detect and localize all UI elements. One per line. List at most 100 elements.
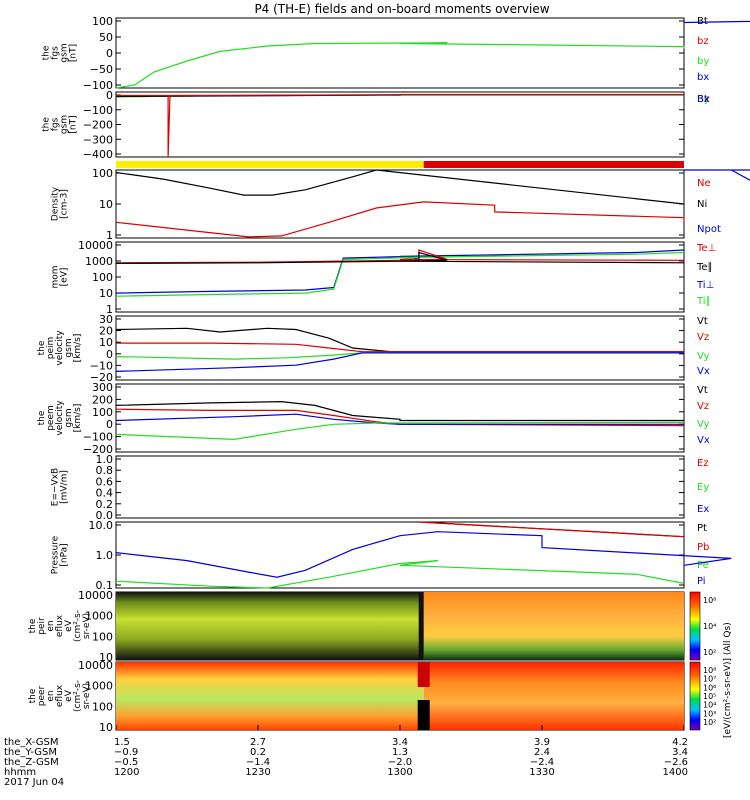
y-axis-label: peem [46, 405, 56, 431]
panel-9: 10000 1000 100 10 the peir en eflux eV (cm²-s-sr-… [28, 589, 716, 664]
y-tick-label: 1.0 [96, 453, 114, 466]
legend-label: Vt [697, 385, 708, 396]
legend-label: Bt [697, 94, 708, 105]
y-tick-label: 200 [92, 393, 113, 406]
series-line [683, 20, 750, 24]
y-tick-label: 0.1 [96, 579, 114, 592]
x-tick-label: −0.5 [114, 757, 138, 768]
y-axis-label: gsm [64, 338, 74, 357]
legend-label: Ti⊥ [696, 280, 714, 291]
y-tick-label: 1 [106, 303, 113, 316]
legend-label: Vt [697, 316, 708, 327]
y-axis-label: fgs [51, 117, 61, 131]
y-axis-label: eflux [55, 684, 65, 707]
y-tick-label: 0 [106, 47, 113, 60]
y-tick-label: 10000 [78, 659, 113, 672]
y-axis-label: en [46, 620, 56, 631]
panel-frame [115, 315, 685, 381]
colorbar-tick: 10⁴ [703, 622, 716, 631]
legend-label: Ni [697, 199, 707, 210]
legend-label: Vy [697, 419, 710, 430]
colorbar-tick: 10⁸ [703, 596, 716, 605]
y-axis-label: mom [51, 265, 61, 288]
x-tick-label: 2.7 [250, 737, 266, 748]
series-line [115, 413, 684, 425]
legend-label: Npot [697, 224, 721, 235]
y-tick-label: −100 [83, 104, 113, 117]
y-tick-label: 100 [92, 700, 113, 713]
legend-label: Ti∥ [696, 296, 711, 307]
y-tick-label: 1000 [85, 610, 113, 623]
series-line [116, 94, 684, 158]
legend-label: Ez [697, 458, 709, 469]
y-axis-label: [nT] [69, 115, 79, 133]
y-axis-label: sr-eV) [82, 683, 92, 709]
panel-frame [115, 241, 685, 313]
y-axis-label: the [28, 618, 38, 633]
x-tick-label: 1230 [245, 767, 270, 778]
series-line [115, 169, 685, 205]
series-line [418, 521, 685, 538]
legend-label: Vz [697, 332, 709, 343]
peer-spectrogram [116, 662, 684, 730]
panel-4: 10000 1000 100 10 1 mom [eV] Te⊥ Te∥ Ti⊥ Ti∥ [51, 239, 717, 316]
y-tick-label: 0.8 [96, 464, 114, 477]
y-tick-label: 0.4 [96, 487, 114, 500]
y-tick-label: 0 [106, 89, 113, 102]
colorbar-tick: 10² [703, 648, 716, 657]
y-tick-label: 100 [92, 167, 113, 180]
y-tick-label: −100 [83, 431, 113, 444]
x-row-label: hhmm [4, 767, 36, 778]
x-tick-label: 1330 [529, 767, 554, 778]
series-line [115, 251, 685, 264]
x-tick-label: 1.5 [114, 737, 130, 748]
y-tick-label: 10 [99, 287, 113, 300]
series-line [115, 400, 684, 422]
y-tick-label: 20 [99, 325, 113, 338]
y-axis-label: [km/s] [73, 334, 83, 363]
legend-label: Ey [697, 482, 709, 493]
series-line [115, 421, 685, 441]
y-axis-label: the [37, 340, 47, 355]
x-tick-label: 1200 [114, 767, 139, 778]
x-tick-label: −1.4 [246, 757, 270, 768]
x-row-label: the_Y-GSM [4, 747, 57, 758]
y-axis-label: gsm [60, 115, 70, 134]
y-tick-label: 10 [99, 721, 113, 734]
colorbar-tick: 10⁸ [703, 666, 716, 675]
y-tick-label: 0.2 [96, 498, 114, 511]
x-tick-label: 2.4 [534, 747, 550, 758]
legend-label: by [697, 56, 709, 67]
y-axis-label: [mV/m] [60, 470, 70, 504]
y-axis-label: eV [64, 619, 74, 632]
legend-label: bz [697, 36, 709, 47]
series-line [115, 201, 685, 238]
colorbar-tick: 10⁴ [703, 701, 716, 710]
y-tick-label: −300 [83, 133, 113, 146]
y-axis-label: [nT] [69, 44, 79, 62]
y-tick-label: 10 [99, 651, 113, 664]
y-tick-label: 10.0 [89, 519, 114, 532]
y-tick-label: 10000 [78, 589, 113, 602]
y-axis-label: fgs [51, 46, 61, 60]
colorbar-tick: 10² [703, 718, 716, 727]
panel-1: 100 50 0 −50 −100 the fgs gsm [nT] Bt bz by bx [42, 15, 750, 92]
legend-label: Bz [697, 94, 709, 105]
legend-label: Vz [697, 401, 709, 412]
panel-frame [115, 17, 685, 89]
date-label: 2017 Jun 04 [4, 777, 64, 788]
legend-label: bx [697, 72, 709, 83]
x-tick-label: 3.4 [672, 747, 688, 758]
y-axis-label: the [28, 688, 38, 703]
y-tick-label: 1 [106, 229, 113, 242]
x-tick-label: 1.3 [392, 747, 408, 758]
y-tick-label: 10 [99, 336, 113, 349]
x-tick-label: −2.4 [530, 757, 554, 768]
panel-frame [115, 91, 685, 158]
legend-label: Bx [697, 94, 710, 105]
series-line [115, 352, 684, 360]
